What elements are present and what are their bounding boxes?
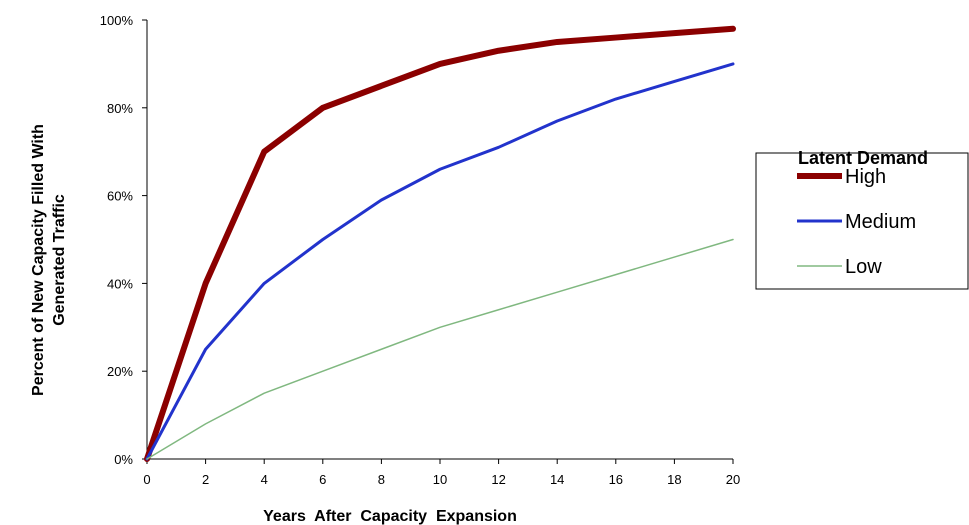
x-axis-ticks: 0 2 4 6 8 10 12 14 16 18 20 — [143, 459, 740, 487]
y-axis-ticks: 0% 20% 40% 60% 80% 100% — [100, 13, 147, 467]
legend-label-high: High — [845, 166, 886, 188]
y-tick-label: 0% — [114, 452, 133, 467]
x-axis-title: Years After Capacity Expansion — [263, 508, 517, 525]
y-axis-title-line: Percent of New Capacity Filled With — [30, 124, 47, 396]
legend-title: Latent Demand — [798, 148, 928, 168]
y-axis-title: Percent of New Capacity Filled With Gener… — [30, 124, 68, 396]
legend-box — [755, 152, 969, 290]
y-tick-label: 20% — [107, 364, 133, 379]
y-axis-title-line: Generated Traffic — [51, 194, 68, 326]
series-line-low — [146, 238, 734, 460]
y-tick-label: 100% — [100, 13, 134, 28]
x-tick-label: 12 — [491, 472, 505, 487]
series-lines — [144, 25, 736, 462]
x-tick-label: 10 — [433, 472, 447, 487]
x-tick-label: 8 — [378, 472, 385, 487]
x-tick-label: 16 — [609, 472, 623, 487]
x-tick-label: 0 — [143, 472, 150, 487]
series-line-high — [144, 25, 736, 462]
y-tick-label: 40% — [107, 276, 133, 291]
x-tick-label: 20 — [726, 472, 740, 487]
x-tick-label: 4 — [261, 472, 268, 487]
legend-items: High Medium Low — [797, 166, 916, 278]
x-tick-label: 6 — [319, 472, 326, 487]
x-tick-label: 2 — [202, 472, 209, 487]
x-tick-label: 18 — [667, 472, 681, 487]
x-tick-label: 14 — [550, 472, 564, 487]
legend-label-low: Low — [845, 256, 882, 278]
y-tick-label: 60% — [107, 189, 133, 204]
series-line-medium — [145, 62, 735, 461]
legend-label-medium: Medium — [845, 211, 916, 233]
y-tick-label: 80% — [107, 101, 133, 116]
